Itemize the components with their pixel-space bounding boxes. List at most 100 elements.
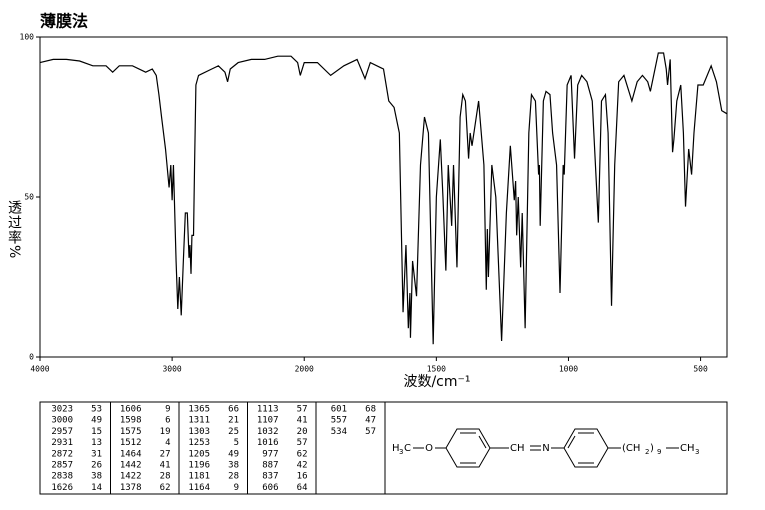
peak-wavenumber: 557 <box>331 416 347 426</box>
atom-label: CH <box>680 443 695 454</box>
peak-transmittance: 53 <box>91 405 102 415</box>
peak-transmittance: 25 <box>228 427 239 437</box>
peak-transmittance: 26 <box>91 461 102 471</box>
peak-transmittance: 49 <box>228 449 239 459</box>
peak-transmittance: 42 <box>297 461 308 471</box>
peak-transmittance: 14 <box>91 483 102 493</box>
spectrum-line <box>39 52 728 345</box>
y-tick-label: 0 <box>29 353 34 362</box>
atom-label: N <box>542 443 549 454</box>
peak-wavenumber: 1107 <box>257 416 279 426</box>
x-tick-label: 3000 <box>162 365 181 374</box>
peak-transmittance: 15 <box>91 427 102 437</box>
x-tick-label: 500 <box>693 365 708 374</box>
peak-wavenumber: 2872 <box>51 449 73 459</box>
y-tick-label: 50 <box>24 193 34 202</box>
peak-transmittance: 38 <box>91 472 102 482</box>
peak-wavenumber: 1378 <box>120 483 142 493</box>
peak-wavenumber: 2931 <box>51 438 73 448</box>
peak-wavenumber: 2957 <box>51 427 73 437</box>
ring-bond <box>567 435 576 449</box>
chart-title: 薄膜法 <box>40 12 88 31</box>
peak-wavenumber: 2857 <box>51 461 73 471</box>
peak-transmittance: 9 <box>165 405 170 415</box>
peak-transmittance: 27 <box>160 449 171 459</box>
peak-wavenumber: 1311 <box>188 416 210 426</box>
peak-transmittance: 62 <box>297 449 308 459</box>
peak-wavenumber: 1303 <box>188 427 210 437</box>
x-tick-label: 1500 <box>427 365 446 374</box>
structure-labels: H 3 C O CH N (CH 2 ) 9 CH 3 <box>392 443 699 456</box>
atom-label: O <box>425 443 433 454</box>
peak-transmittance: 20 <box>297 427 308 437</box>
peak-wavenumber: 1113 <box>257 405 279 415</box>
peak-transmittance: 64 <box>297 483 308 493</box>
peak-transmittance: 66 <box>228 405 239 415</box>
peak-transmittance: 21 <box>228 416 239 426</box>
atom-label: CH <box>510 443 525 454</box>
x-tick-label: 2000 <box>295 365 314 374</box>
ring-bond <box>478 435 487 449</box>
peak-transmittance: 38 <box>228 461 239 471</box>
peak-transmittance: 41 <box>160 461 171 471</box>
peak-transmittance: 5 <box>234 438 239 448</box>
peak-wavenumber: 1164 <box>188 483 210 493</box>
peak-wavenumber: 1464 <box>120 449 142 459</box>
peak-transmittance: 13 <box>91 438 102 448</box>
peak-transmittance: 6 <box>165 416 170 426</box>
peak-transmittance: 9 <box>234 483 239 493</box>
peak-wavenumber: 1626 <box>51 483 73 493</box>
peak-transmittance: 62 <box>160 483 171 493</box>
peak-transmittance: 19 <box>160 427 171 437</box>
peak-transmittance: 16 <box>297 472 308 482</box>
subscript: 3 <box>695 448 699 456</box>
peak-wavenumber: 1205 <box>188 449 210 459</box>
peak-wavenumber: 1032 <box>257 427 279 437</box>
peak-wavenumber: 1512 <box>120 438 142 448</box>
x-tick-label: 1000 <box>559 365 578 374</box>
atom-label: H <box>392 443 400 454</box>
peak-wavenumber: 1196 <box>188 461 210 471</box>
structure <box>413 428 679 468</box>
subscript: 2 <box>645 448 649 456</box>
table-frame <box>39 401 728 495</box>
peak-transmittance: 31 <box>91 449 102 459</box>
peak-wavenumber: 606 <box>262 483 278 493</box>
peak-wavenumber: 977 <box>262 449 278 459</box>
y-tick-label: 100 <box>20 33 35 42</box>
peak-wavenumber: 1442 <box>120 461 142 471</box>
peak-wavenumber: 1181 <box>188 472 210 482</box>
peak-wavenumber: 1606 <box>120 405 142 415</box>
atom-label: C <box>404 443 411 454</box>
x-tick-label: 4000 <box>30 365 49 374</box>
peak-wavenumber: 837 <box>262 472 278 482</box>
peak-wavenumber: 887 <box>262 461 278 471</box>
peak-transmittance: 4 <box>165 438 170 448</box>
peak-wavenumber: 1016 <box>257 438 279 448</box>
x-axis-label: 波数/cm⁻¹ <box>403 374 470 390</box>
peak-transmittance: 57 <box>297 405 308 415</box>
peak-wavenumber: 601 <box>331 405 347 415</box>
y-axis-label: 透过率% <box>6 200 22 259</box>
peak-transmittance: 57 <box>297 438 308 448</box>
peak-wavenumber: 1422 <box>120 472 142 482</box>
atom-label: (CH <box>622 443 640 454</box>
peak-transmittance: 49 <box>91 416 102 426</box>
subscript: 3 <box>399 448 403 456</box>
peak-wavenumber: 1598 <box>120 416 142 426</box>
peak-transmittance: 41 <box>297 416 308 426</box>
peak-transmittance: 28 <box>160 472 171 482</box>
peak-wavenumber: 2838 <box>51 472 73 482</box>
peak-transmittance: 68 <box>365 405 376 415</box>
peak-wavenumber: 1575 <box>120 427 142 437</box>
peak-wavenumber: 534 <box>331 427 347 437</box>
peak-transmittance: 47 <box>365 416 376 426</box>
peak-transmittance: 57 <box>365 427 376 437</box>
peak-wavenumber: 1253 <box>188 438 210 448</box>
atom-label: ) <box>650 443 654 454</box>
peak-wavenumber: 3023 <box>51 405 73 415</box>
peak-wavenumber: 3000 <box>51 416 73 426</box>
peak-transmittance: 28 <box>228 472 239 482</box>
